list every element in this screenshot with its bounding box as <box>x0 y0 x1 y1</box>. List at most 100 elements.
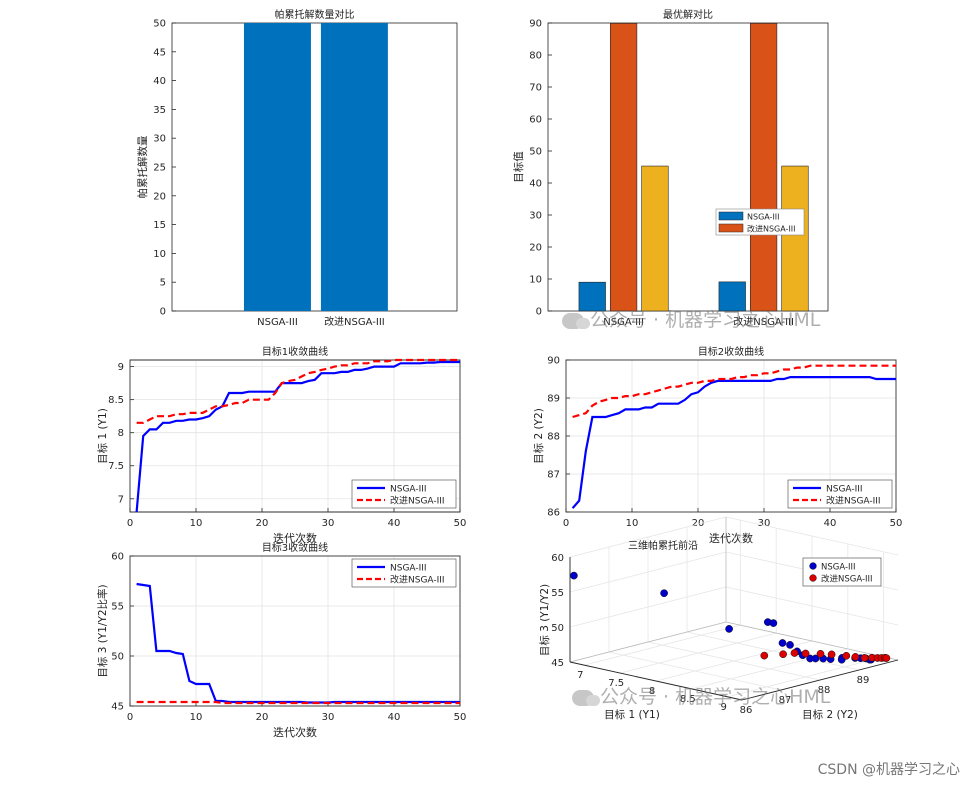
x-tick-label: 0 <box>127 712 133 723</box>
z-tick-label: 50 <box>551 623 564 634</box>
grid-floor <box>686 631 860 671</box>
x-tick-label: 30 <box>758 518 771 529</box>
scatter-point-nsga3 <box>570 571 578 580</box>
y-tick-label: 60 <box>529 115 542 126</box>
wechat-icon <box>562 312 590 329</box>
y-tick-label: 80 <box>529 51 542 62</box>
legend-marker <box>809 574 817 582</box>
scatter-point-improved <box>779 650 787 659</box>
y-tick-label: 9 <box>118 362 124 373</box>
y-tick-label: 50 <box>529 147 542 158</box>
y-tick-label: 88 <box>818 685 831 696</box>
y-tick-label: 60 <box>111 552 124 563</box>
z-tick-label: 45 <box>551 658 564 669</box>
x-tick-label: 7.5 <box>608 678 624 689</box>
x-category-label: NSGA-III <box>603 317 644 328</box>
bar-目标2-2 <box>749 23 778 312</box>
chart-title: 目标3收敛曲线 <box>262 541 328 554</box>
legend-label: NSGA-III <box>821 563 856 573</box>
series-line-improved-nsga3 <box>136 358 460 424</box>
scatter-point-nsga3 <box>725 625 733 633</box>
chart-title: 帕累托解数量对比 <box>275 8 355 21</box>
y-tick-label: 5 <box>160 278 166 289</box>
grid-wall <box>569 516 727 558</box>
scatter-point-nsga3 <box>786 641 794 649</box>
wechat-icon <box>572 689 600 706</box>
y-tick-label: 45 <box>153 47 166 58</box>
scatter-point-nsga3 <box>811 654 820 663</box>
x-tick-label: 40 <box>824 518 837 529</box>
legend-box <box>787 479 893 509</box>
bar-目标1-1 <box>578 281 606 312</box>
y-axis-label: 目标 2 (Y2) <box>533 408 545 464</box>
legend-label: 改进NSGA-III <box>826 495 881 507</box>
legend-label: 改进NSGA-III <box>390 495 445 507</box>
grid-wall <box>569 551 727 593</box>
scatter-point-improved <box>790 649 799 657</box>
y-tick-label: 0 <box>160 307 166 318</box>
y-tick-label: 30 <box>529 211 542 222</box>
x-tick-label: 10 <box>190 518 203 529</box>
y-tick-label: 7 <box>118 494 124 505</box>
chart-title: 目标1收敛曲线 <box>262 345 328 358</box>
scatter-point-improved <box>816 649 825 658</box>
y-tick-label: 10 <box>529 275 542 286</box>
y-tick-label: 10 <box>153 249 166 260</box>
bar-目标2-1 <box>609 23 638 312</box>
chart-pareto-count: 0 5 10 15 20 25 30 35 40 45 50 NSGA-III 改进NSGA-III 帕累… <box>136 8 458 328</box>
legend-label: NSGA-III <box>390 564 427 574</box>
series-line-improved-nsga3 <box>572 364 896 419</box>
scatter-point-improved <box>851 653 860 661</box>
legend-box <box>351 479 457 509</box>
chart-title: 目标2收敛曲线 <box>698 345 764 358</box>
x-axis-label: 迭代次数 <box>273 531 317 545</box>
y-tick-label: 8.5 <box>108 395 124 406</box>
x-tick-label: 10 <box>626 518 639 529</box>
series-line-nsga3 <box>135 360 460 513</box>
legend-label: NSGA-III <box>747 213 780 222</box>
y-tick-label: 88 <box>547 432 560 443</box>
x-tick-label: 9 <box>720 702 726 713</box>
legend-box <box>802 557 882 587</box>
x-tick-label: 8 <box>649 686 655 697</box>
x-tick-label: 30 <box>322 712 335 723</box>
legend-swatch <box>718 211 744 221</box>
legend-label: 改进NSGA-III <box>747 224 796 234</box>
y-axis-label: 目标 2 (Y2) <box>802 709 858 721</box>
y-tick-label: 35 <box>153 105 166 116</box>
y-tick-label: 87 <box>547 470 560 481</box>
x-category-label: NSGA-III <box>257 317 298 328</box>
chart-best-solution: 0 10 20 30 40 50 60 70 80 90 NSGA-III 改进NSGA-III NSG… <box>512 8 829 328</box>
x-tick-label: 20 <box>256 518 269 529</box>
y-axis-label: 目标 3 (Y1/Y2比率) <box>96 584 109 677</box>
watermark-text: 公众号 · 机器学习之心HML <box>600 686 831 708</box>
y-axis-label: 目标 1 (Y1) <box>97 408 109 464</box>
y-tick-label: 50 <box>153 19 166 30</box>
scatter-point-improved <box>801 649 810 658</box>
x-axis-label: 目标 1 (Y1) <box>604 709 660 721</box>
y-tick-label: 70 <box>529 83 542 94</box>
csdn-credit: CSDN @机器学习之心 <box>817 762 960 778</box>
grid-floor <box>608 651 782 691</box>
y-axis <box>741 659 899 701</box>
y-tick-label: 89 <box>857 675 870 686</box>
y-tick-label: 90 <box>547 356 560 367</box>
y-tick-label: 20 <box>153 191 166 202</box>
y-tick-label: 86 <box>547 508 560 519</box>
axes-border <box>129 359 461 513</box>
y-tick-label: 90 <box>529 19 542 30</box>
scatter-point-nsga3 <box>769 619 778 627</box>
bar-1 <box>243 23 311 311</box>
y-tick-label: 89 <box>547 394 560 405</box>
y-axis-label: 目标值 <box>512 151 525 183</box>
y-tick-label: 40 <box>153 76 166 87</box>
axes-border <box>129 555 461 707</box>
x-category-label: 改进NSGA-III <box>324 315 385 328</box>
legend-marker <box>809 562 817 570</box>
x-tick-label: 50 <box>454 712 467 723</box>
